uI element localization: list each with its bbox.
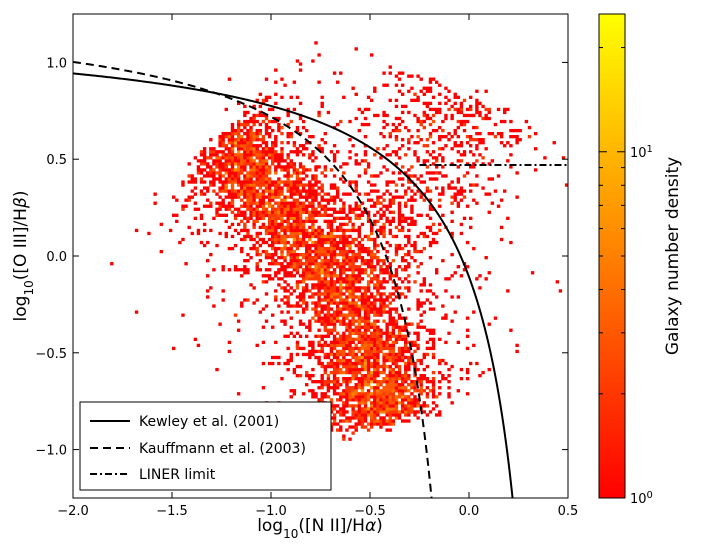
y-axis-label: log10([O III]/Hβ) bbox=[11, 191, 36, 322]
x-tick-label: −0.5 bbox=[354, 504, 386, 519]
x-axis-label: log10([N II]/Hα) bbox=[257, 516, 383, 541]
x-axis-ticks: −2.0 −1.5 −1.0 −0.5 0.0 0.5 bbox=[57, 14, 578, 519]
y-tick-label: 0.0 bbox=[46, 250, 67, 265]
density-heatmap bbox=[110, 41, 568, 459]
y-tick-label: −1.0 bbox=[35, 444, 67, 459]
legend-label-kauffmann: Kauffmann et al. (2003) bbox=[139, 441, 306, 457]
x-tick-label: −1.0 bbox=[255, 504, 287, 519]
x-tick-label: 0.5 bbox=[558, 504, 579, 519]
curve-solid bbox=[73, 72, 514, 498]
y-tick-label: 0.5 bbox=[46, 153, 67, 168]
legend-label-kewley: Kewley et al. (2001) bbox=[139, 414, 279, 430]
colorbar: 100 101 Galaxy number density bbox=[598, 13, 683, 508]
x-tick-label: 0.0 bbox=[459, 504, 480, 519]
colorbar-ticks: 100 101 bbox=[599, 47, 653, 508]
y-tick-label: −0.5 bbox=[35, 347, 67, 362]
curve-dashed bbox=[73, 60, 433, 498]
colorbar-tick-label: 100 bbox=[630, 490, 653, 508]
x-tick-label: −2.0 bbox=[57, 504, 89, 519]
y-axis-ticks: −1.0 −0.5 0.0 0.5 1.0 bbox=[35, 56, 568, 459]
classification-curves bbox=[73, 60, 568, 498]
colorbar-label: Galaxy number density bbox=[663, 157, 683, 355]
legend-label-liner: LINER limit bbox=[139, 467, 216, 483]
colorbar-tick-label: 101 bbox=[630, 143, 653, 161]
legend-box bbox=[79, 401, 332, 491]
legend: Kewley et al. (2001) Kauffmann et al. (2… bbox=[79, 401, 332, 491]
x-tick-label: −1.5 bbox=[156, 504, 188, 519]
y-tick-label: 1.0 bbox=[46, 56, 67, 71]
